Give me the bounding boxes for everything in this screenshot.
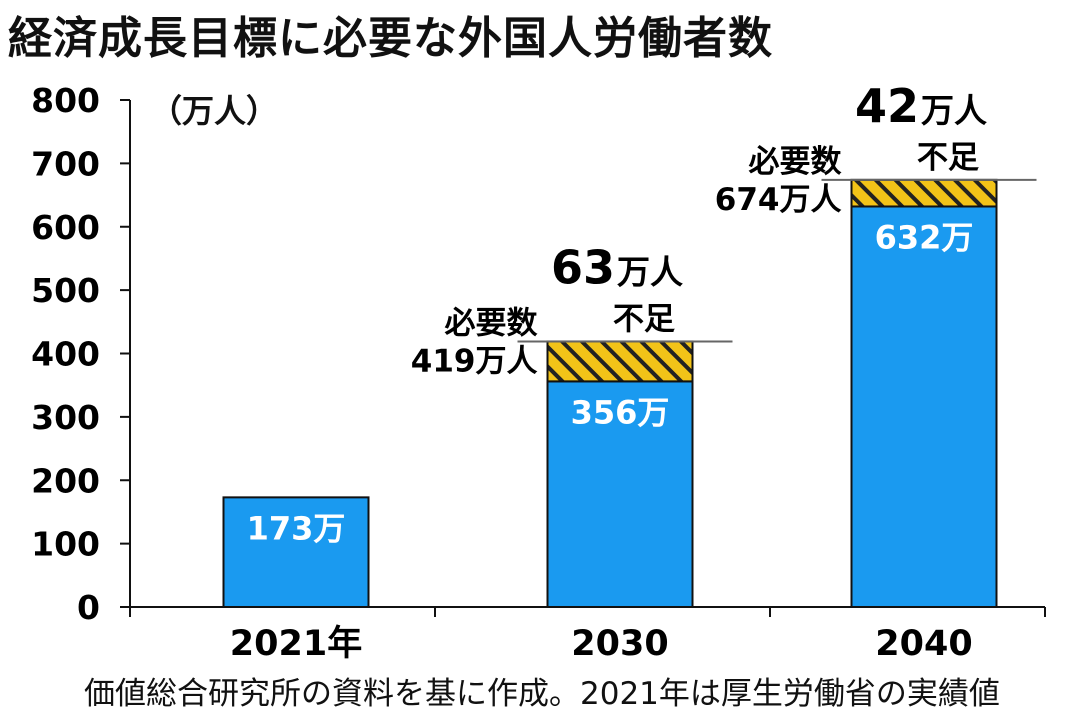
y-tick-label: 100 <box>31 525 100 564</box>
required-value-label: 674万人 <box>715 182 842 218</box>
y-tick-label: 200 <box>31 461 100 500</box>
source-note: 価値総合研究所の資料を基に作成。2021年は厚生労働省の実績値 <box>84 676 1000 712</box>
shortage-segment <box>546 340 694 383</box>
shortage-unit-label: 万人 <box>617 252 683 291</box>
y-axis-unit-label: （万人） <box>150 92 279 130</box>
y-tick-label: 600 <box>31 208 100 247</box>
bar-value-label: 173万 <box>247 509 346 547</box>
shortage-value-label: 63 <box>551 240 615 294</box>
y-tick-label: 300 <box>31 398 100 437</box>
y-tick-label: 400 <box>31 335 100 374</box>
bar <box>546 380 694 609</box>
shortage-word-label: 不足 <box>613 301 675 337</box>
bar <box>222 496 370 608</box>
bar <box>850 205 998 608</box>
y-tick-label: 500 <box>31 271 100 310</box>
shortage-segment <box>850 178 998 208</box>
x-category-label: 2021年 <box>230 624 362 664</box>
x-category-label: 2040 <box>875 624 972 664</box>
required-label: 必要数 <box>749 144 842 180</box>
bar-value-label: 632万 <box>875 218 974 256</box>
y-tick-label: 0 <box>77 588 100 627</box>
y-tick-label: 800 <box>31 81 100 120</box>
shortage-word-label: 不足 <box>917 140 979 176</box>
shortage-unit-label: 万人 <box>921 91 987 130</box>
required-label: 必要数 <box>445 305 538 341</box>
required-value-label: 419万人 <box>411 343 538 379</box>
shortage-value-label: 42 <box>855 79 919 133</box>
chart-title: 経済成長目標に必要な外国人労働者数 <box>8 13 773 64</box>
y-tick-label: 700 <box>31 144 100 183</box>
bar-value-label: 356万 <box>571 393 670 431</box>
x-category-label: 2030 <box>571 624 668 664</box>
